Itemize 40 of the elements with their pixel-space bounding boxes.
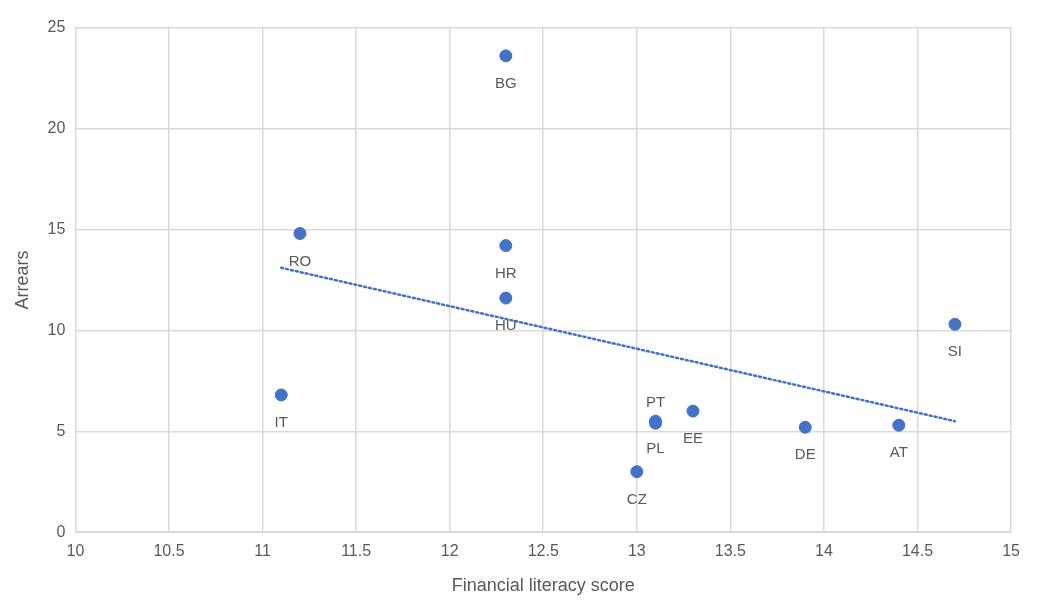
x-tick-label: 11 [254,542,271,560]
point [892,418,906,432]
point [499,291,513,305]
data-label: PL [646,439,665,457]
y-tick-label: 25 [47,18,66,36]
data-label: BG [494,74,517,91]
y-tick-label: 10 [47,320,66,338]
point [274,388,288,402]
y-axis-title: Arrears [11,250,32,310]
data-label: EE [682,429,703,447]
point [798,420,812,434]
data-label: PT [645,393,666,411]
data-label: RO [288,251,312,269]
data-label: IT [274,413,288,431]
data-label: DE [794,445,816,463]
point [630,465,644,479]
y-tick-label: 0 [56,522,66,540]
x-tick-label: 12.5 [527,542,559,560]
x-tick-label: 13.5 [714,542,747,560]
point [686,404,700,418]
point [293,226,307,240]
x-axis-title: Financial literacy score [451,575,635,596]
x-tick-label: 15 [1002,542,1021,560]
y-tick-label: 5 [56,421,66,439]
data-label: CZ [626,489,647,507]
data-label: HU [494,316,517,334]
x-tick-label: 10.5 [153,542,185,560]
point [499,49,513,63]
data-label: HR [494,263,517,281]
point [499,239,513,253]
x-tick-label: 13 [627,542,646,560]
data-label: AT [889,443,908,461]
x-tick-label: 14 [815,542,833,560]
y-tick-label: 15 [47,219,66,237]
y-tick-label: 20 [47,118,66,136]
point [948,317,962,331]
x-tick-label: 14.5 [901,542,934,560]
data-label: SI [947,342,963,360]
x-tick-label: 12 [440,542,459,560]
x-tick-label: 11.5 [341,542,372,560]
